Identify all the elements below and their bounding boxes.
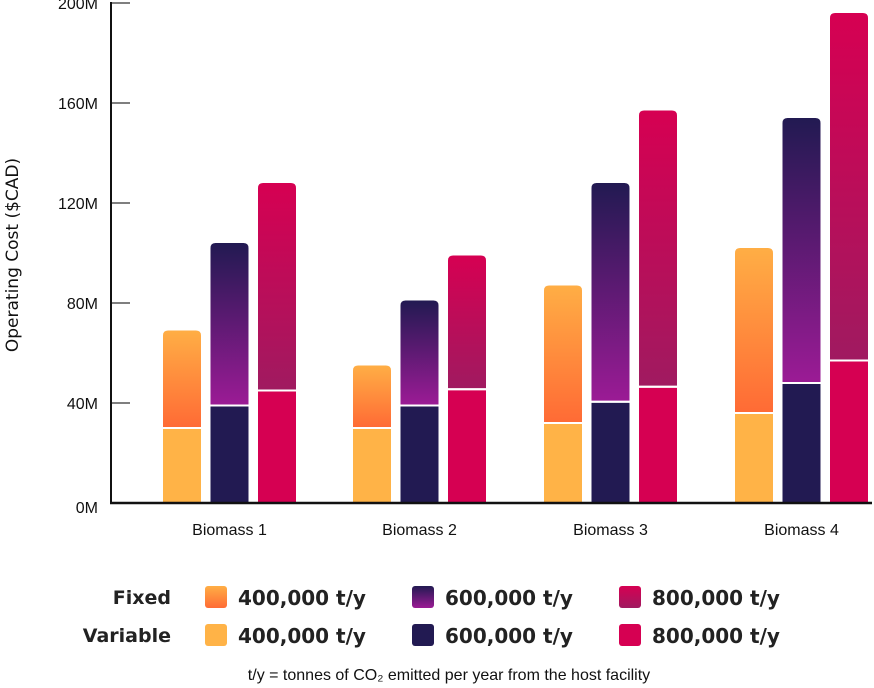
legend-row-label-fixed: Fixed — [113, 587, 171, 609]
bar-fixed-600-000-t-y — [591, 183, 630, 401]
legend-label-variable-600-000-t-y: 600,000 t/y — [445, 624, 573, 648]
bar-fixed-400-000-t-y — [544, 285, 582, 422]
bar-variable-600-000-t-y — [591, 402, 630, 503]
legend: Fixed 400,000 t/y 600,000 t/y 800,000 t/y Va… — [83, 586, 780, 648]
legend-swatch-fixed-400-000-t-y — [205, 586, 227, 608]
legend-swatch-variable-800-000-t-y — [619, 624, 641, 646]
legend-label-fixed-400-000-t-y: 400,000 t/y — [238, 586, 366, 610]
footnote: t/y = tonnes of CO₂ emitted per year fro… — [248, 667, 650, 684]
bar-group-biomass-3 — [544, 110, 677, 503]
legend-swatch-fixed-600-000-t-y — [412, 586, 434, 608]
bar-group-biomass-4 — [735, 13, 868, 503]
x-tick-label: Biomass 2 — [382, 522, 457, 539]
bar-variable-400-000-t-y — [163, 429, 201, 503]
axes — [110, 2, 872, 505]
bar-group-biomass-1 — [163, 183, 296, 503]
y-tick-label: 40M — [67, 396, 98, 413]
y-tick-label: 0M — [76, 500, 98, 517]
y-axis-ticks: 0M 40M 80M 120M 160M 200M — [58, 0, 130, 517]
legend-label-fixed-800-000-t-y: 800,000 t/y — [652, 586, 780, 610]
bar-variable-400-000-t-y — [353, 429, 391, 503]
legend-label-variable-400-000-t-y: 400,000 t/y — [238, 624, 366, 648]
bar-fixed-800-000-t-y — [448, 255, 486, 389]
bar-fixed-800-000-t-y — [830, 13, 868, 360]
bar-fixed-400-000-t-y — [735, 248, 773, 412]
y-tick-label: 200M — [58, 0, 98, 13]
bar-fixed-600-000-t-y — [782, 118, 821, 382]
bar-fixed-600-000-t-y — [400, 300, 439, 405]
legend-swatch-variable-400-000-t-y — [205, 624, 227, 646]
y-tick-label: 120M — [58, 196, 98, 213]
bar-fixed-800-000-t-y — [639, 110, 677, 386]
x-axis-labels: Biomass 1 Biomass 2 Biomass 3 Biomass 4 — [192, 522, 839, 539]
bar-variable-400-000-t-y — [735, 414, 773, 503]
x-tick-label: Biomass 4 — [764, 522, 839, 539]
bar-group-biomass-2 — [353, 255, 486, 503]
legend-swatch-variable-600-000-t-y — [412, 624, 434, 646]
legend-row-label-variable: Variable — [83, 625, 171, 647]
y-tick-label: 80M — [67, 296, 98, 313]
bar-variable-600-000-t-y — [782, 384, 821, 503]
bar-variable-800-000-t-y — [639, 387, 677, 503]
bar-variable-600-000-t-y — [400, 406, 439, 503]
bar-fixed-600-000-t-y — [210, 243, 249, 405]
bar-variable-400-000-t-y — [544, 424, 582, 503]
y-tick-label: 160M — [58, 96, 98, 113]
bar-variable-800-000-t-y — [830, 361, 868, 503]
legend-label-fixed-600-000-t-y: 600,000 t/y — [445, 586, 573, 610]
bar-fixed-400-000-t-y — [353, 365, 391, 427]
legend-label-variable-800-000-t-y: 800,000 t/y — [652, 624, 780, 648]
x-tick-label: Biomass 1 — [192, 522, 267, 539]
bar-variable-600-000-t-y — [210, 406, 249, 503]
bar-variable-800-000-t-y — [258, 391, 296, 503]
y-axis-label-group: Operating Cost ($CAD) — [3, 158, 23, 352]
y-axis-label: Operating Cost ($CAD) — [3, 158, 23, 352]
bar-fixed-400-000-t-y — [163, 330, 201, 427]
x-tick-label: Biomass 3 — [573, 522, 648, 539]
bars — [163, 13, 868, 503]
bar-fixed-800-000-t-y — [258, 183, 296, 390]
bar-variable-800-000-t-y — [448, 390, 486, 503]
legend-swatch-fixed-800-000-t-y — [619, 586, 641, 608]
